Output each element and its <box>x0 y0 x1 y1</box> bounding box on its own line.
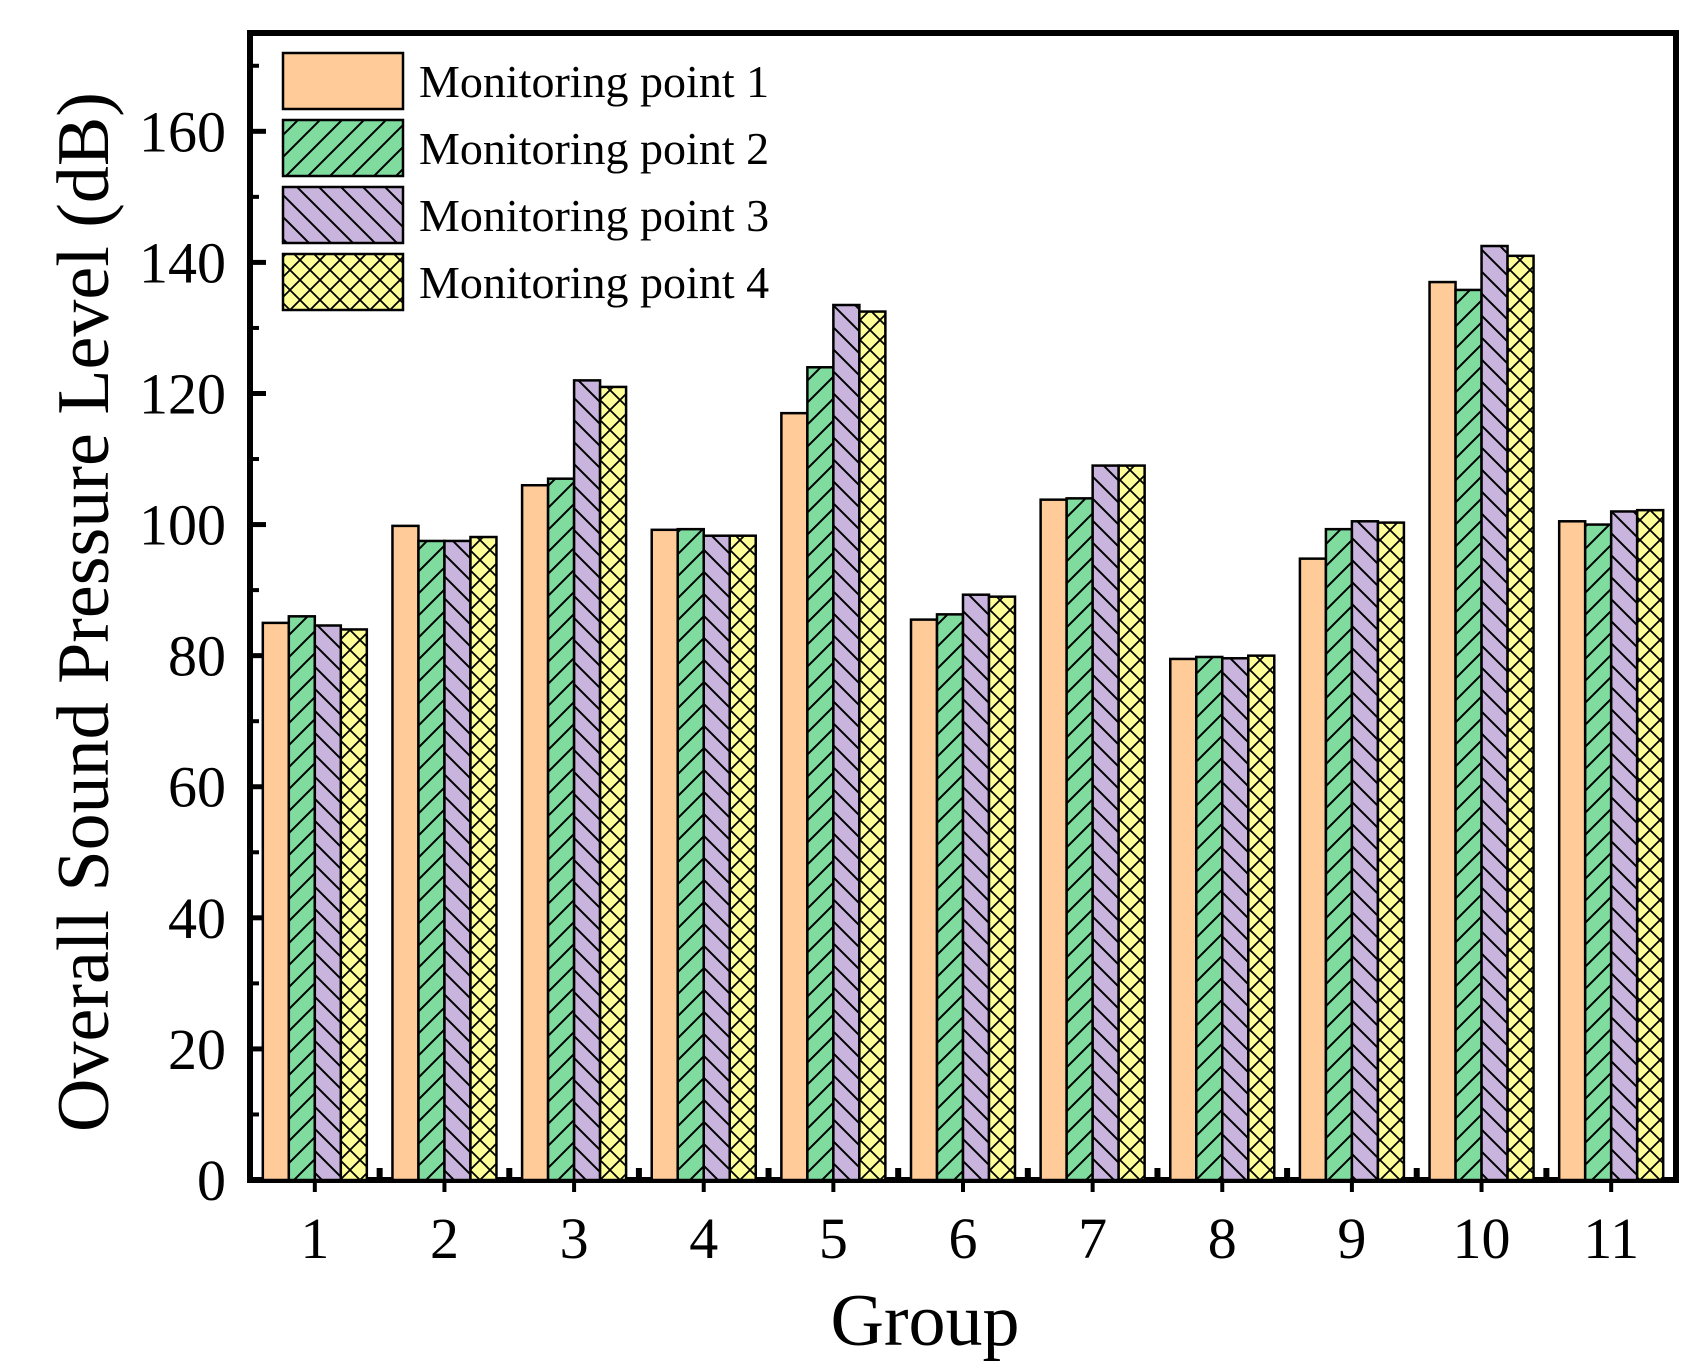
bar-pattern <box>1196 656 1223 1180</box>
bar-pattern <box>937 614 963 1180</box>
bar-fill <box>1170 658 1197 1180</box>
x-tick-label: 6 <box>949 1206 978 1271</box>
bar-pattern <box>288 616 315 1180</box>
bar-fill <box>392 525 419 1180</box>
bar-pattern <box>1507 255 1534 1181</box>
y-tick-label: 60 <box>168 755 226 820</box>
bar <box>1506 254 1535 1182</box>
bar-pattern <box>1222 658 1249 1180</box>
bar-pattern <box>807 367 834 1181</box>
y-axis-title: Overall Sound Pressure Level (dB) <box>43 92 125 1132</box>
bar-pattern <box>444 540 471 1180</box>
x-tick-label: 11 <box>1583 1206 1639 1271</box>
bar-pattern <box>574 380 601 1180</box>
bar <box>1635 508 1665 1182</box>
bar <box>987 595 1017 1182</box>
y-tick-label: 140 <box>139 230 226 295</box>
bar <box>858 310 887 1182</box>
bar-fill <box>651 529 678 1180</box>
legend-swatch <box>281 252 405 312</box>
bar <box>728 534 757 1182</box>
x-tick-label: 2 <box>430 1206 459 1271</box>
bar-fill <box>522 485 549 1180</box>
bar-pattern <box>729 535 756 1180</box>
bar-pattern <box>989 596 1015 1180</box>
y-tick-label: 40 <box>168 886 226 951</box>
bar-pattern <box>1611 511 1638 1180</box>
bar <box>1247 654 1276 1182</box>
legend-label: Monitoring point 1 <box>419 56 769 107</box>
bar <box>1376 521 1406 1182</box>
x-tick-label: 4 <box>689 1206 718 1271</box>
legend-label: Monitoring point 3 <box>419 190 769 241</box>
x-tick-label: 7 <box>1078 1206 1107 1271</box>
bar-fill <box>1299 558 1326 1180</box>
bar-pattern <box>1325 529 1352 1180</box>
legend-swatch <box>281 51 405 111</box>
bar-pattern <box>1585 524 1612 1180</box>
legend: Monitoring point 1 Monitoring point 2 Moni… <box>281 51 769 312</box>
bar-pattern <box>1377 522 1404 1180</box>
bar-pattern <box>963 594 989 1180</box>
bar-fill <box>262 622 289 1180</box>
legend-label: Monitoring point 4 <box>419 257 769 308</box>
y-tick-label: 100 <box>139 493 226 558</box>
y-tick-label: 120 <box>139 361 226 426</box>
bar-pattern <box>703 535 730 1180</box>
bar-pattern <box>314 625 341 1180</box>
bar-fill <box>781 413 808 1180</box>
legend-swatch <box>281 185 405 245</box>
x-axis-title: Group <box>830 1280 1019 1362</box>
bar-pattern <box>470 537 497 1180</box>
bar-fill <box>1559 521 1586 1180</box>
x-tick-label: 10 <box>1453 1206 1511 1271</box>
y-tick-label: 0 <box>197 1148 226 1213</box>
legend-label: Monitoring point 2 <box>419 123 769 174</box>
bar-pattern <box>1455 289 1482 1181</box>
y-tick-label: 160 <box>139 99 226 164</box>
bar-pattern <box>859 311 886 1180</box>
legend-swatch-fill <box>283 53 403 109</box>
bar-pattern <box>1481 246 1508 1180</box>
x-tick-label: 5 <box>819 1206 848 1271</box>
bar <box>1117 464 1146 1182</box>
bar <box>469 535 498 1182</box>
bar-pattern <box>1351 521 1378 1180</box>
bar <box>598 385 628 1182</box>
bar-pattern <box>1248 655 1275 1180</box>
bar-pattern <box>548 478 575 1181</box>
legend-swatch <box>281 118 405 178</box>
y-tick-label: 20 <box>168 1017 226 1082</box>
bar-pattern <box>1092 465 1119 1180</box>
bar-pattern <box>1066 498 1093 1181</box>
bar-pattern <box>833 305 860 1180</box>
bar-pattern <box>677 529 704 1180</box>
bar-pattern <box>1118 465 1145 1180</box>
y-tick-label: 80 <box>168 624 226 689</box>
x-tick-label: 8 <box>1208 1206 1237 1271</box>
bar-fill <box>911 619 937 1180</box>
legend-swatch-pattern <box>283 187 403 243</box>
x-tick-label: 1 <box>300 1206 329 1271</box>
x-tick-label: 3 <box>560 1206 589 1271</box>
legend-swatch-pattern <box>283 120 403 176</box>
bar-pattern <box>1637 510 1664 1181</box>
bar-pattern <box>340 629 367 1180</box>
bar <box>339 628 369 1182</box>
bar-pattern <box>600 386 627 1181</box>
legend-swatch-pattern <box>283 254 403 310</box>
bar-fill <box>1429 282 1456 1180</box>
bar-pattern <box>418 540 445 1180</box>
bar-fill <box>1040 499 1067 1180</box>
x-tick-label: 9 <box>1337 1206 1366 1271</box>
